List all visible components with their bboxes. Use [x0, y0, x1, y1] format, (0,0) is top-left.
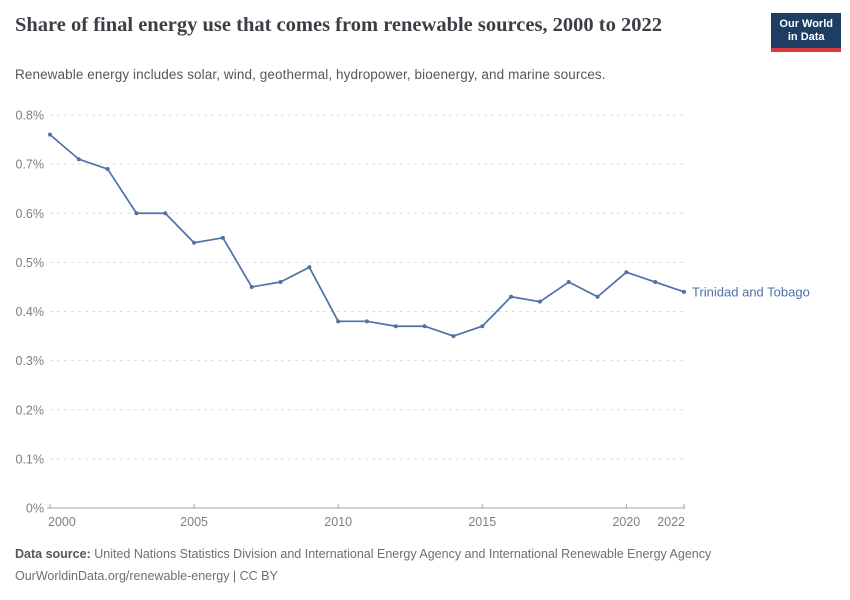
x-tick-label: 2020 [612, 515, 640, 529]
y-tick-label: 0.1% [16, 452, 45, 466]
data-point[interactable] [163, 211, 168, 216]
y-tick-label: 0.4% [16, 305, 45, 319]
data-point[interactable] [365, 319, 369, 324]
data-point[interactable] [249, 284, 254, 289]
data-point[interactable] [393, 324, 398, 329]
data-point[interactable] [451, 334, 456, 339]
data-source-text: United Nations Statistics Division and I… [94, 547, 712, 561]
data-point[interactable] [624, 270, 629, 275]
x-tick-label: 2015 [468, 515, 496, 529]
data-point[interactable] [307, 265, 312, 270]
data-point[interactable] [537, 299, 542, 304]
data-point[interactable] [76, 157, 81, 162]
x-tick-label: 2000 [48, 515, 76, 529]
data-point[interactable] [566, 280, 571, 285]
owid-logo[interactable]: Our World in Data [771, 13, 841, 52]
data-point[interactable] [48, 132, 52, 137]
y-tick-label: 0.8% [16, 109, 45, 123]
y-tick-label: 0.5% [16, 256, 45, 270]
chart-title: Share of final energy use that comes fro… [15, 14, 663, 36]
data-point[interactable] [480, 324, 485, 329]
data-point[interactable] [682, 289, 686, 294]
owid-logo-line2: in Data [787, 31, 825, 43]
data-point[interactable] [336, 319, 341, 324]
data-point[interactable] [105, 167, 110, 172]
license-line: OurWorldinData.org/renewable-energy | CC… [15, 569, 278, 583]
x-tick-label: 2005 [180, 515, 208, 529]
series-label[interactable]: Trinidad and Tobago [692, 284, 810, 299]
y-tick-label: 0.3% [16, 354, 45, 368]
y-tick-label: 0.2% [16, 403, 45, 417]
x-tick-label: 2022 [657, 515, 685, 529]
data-point[interactable] [653, 280, 658, 285]
data-source-line: Data source: United Nations Statistics D… [15, 547, 711, 561]
chart-subtitle: Renewable energy includes solar, wind, g… [15, 67, 606, 82]
data-point[interactable] [422, 324, 427, 329]
data-point[interactable] [595, 294, 600, 299]
y-tick-label: 0.6% [16, 207, 45, 221]
data-point[interactable] [192, 240, 197, 245]
data-point[interactable] [134, 211, 139, 216]
data-point[interactable] [278, 280, 283, 285]
owid-logo-line1: Our World [779, 18, 833, 30]
x-tick-label: 2010 [324, 515, 352, 529]
series-line [49, 133, 685, 337]
data-point[interactable] [509, 294, 514, 299]
y-tick-label: 0.7% [16, 158, 45, 172]
data-point[interactable] [220, 235, 225, 240]
y-tick-label: 0% [26, 502, 44, 516]
data-source-label: Data source: [15, 547, 91, 561]
